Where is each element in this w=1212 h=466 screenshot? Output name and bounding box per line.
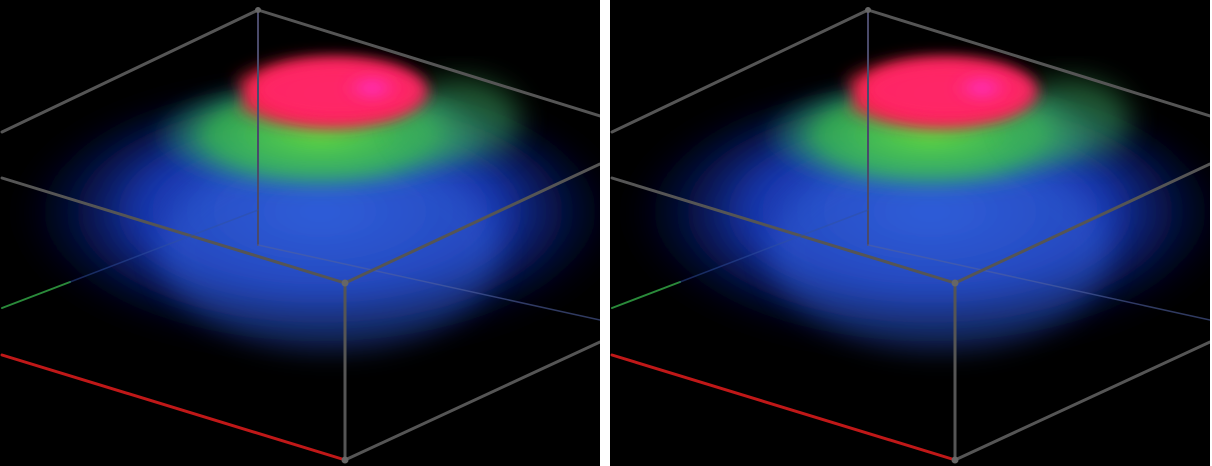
right-view: [610, 0, 1212, 466]
left-view: [0, 0, 620, 466]
page: [0, 0, 1212, 466]
screenshot: [0, 0, 1212, 466]
